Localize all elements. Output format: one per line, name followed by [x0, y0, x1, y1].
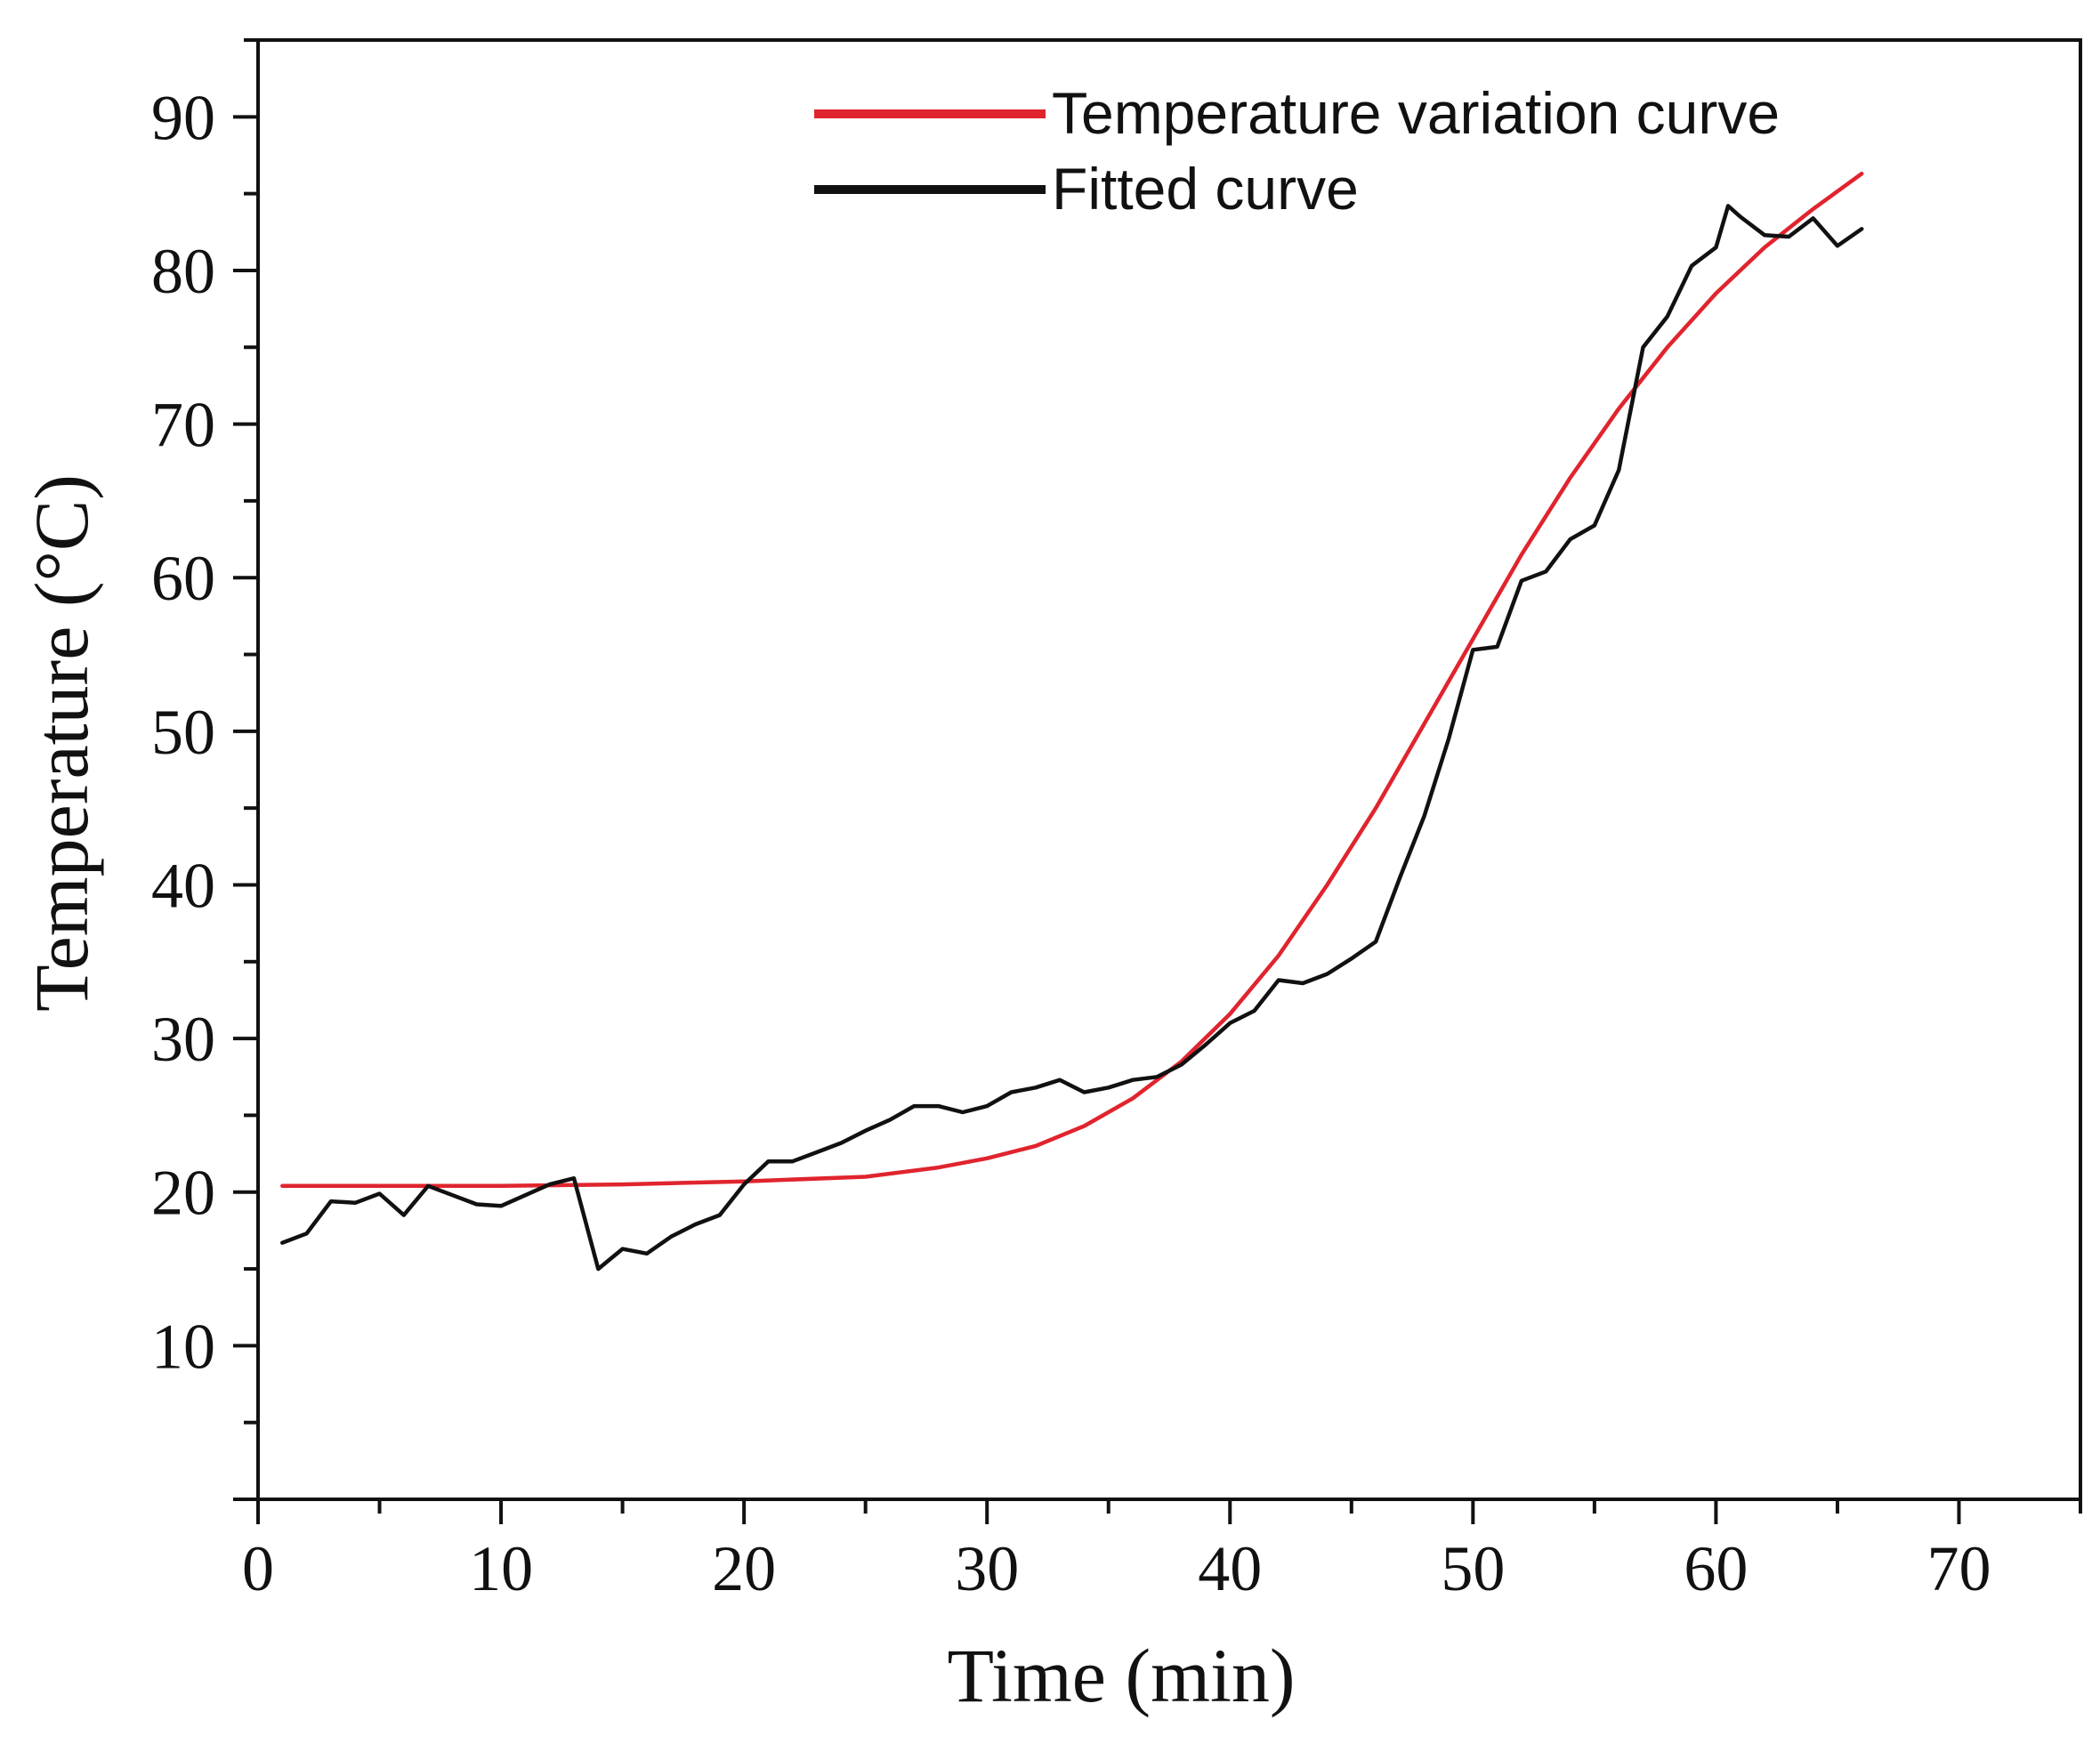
x-tick-labels: 0 10 20 30 40 50 60 70: [242, 1533, 1991, 1604]
y-tick-label: 60: [151, 543, 215, 614]
x-tick-label: 40: [1198, 1533, 1262, 1604]
legend: Temperature variation curve Fitted curve: [814, 80, 1780, 222]
legend-label-fitted: Fitted curve: [1052, 156, 1359, 222]
y-tick-label: 50: [151, 697, 215, 768]
y-tick-labels: 10 20 30 40 50 60 70 80 90: [151, 82, 215, 1382]
x-tick-label: 10: [469, 1533, 533, 1604]
x-tick-label: 20: [712, 1533, 776, 1604]
y-tick-label: 70: [151, 390, 215, 461]
series-line-temperature-variation: [280, 171, 1864, 1189]
x-tick-label: 50: [1441, 1533, 1505, 1604]
x-tick-label: 60: [1684, 1533, 1748, 1604]
y-tick-label: 30: [151, 1004, 215, 1075]
series-lines: [280, 171, 1864, 1272]
y-tick-label: 10: [151, 1311, 215, 1382]
series-line-fitted: [280, 204, 1864, 1272]
x-tick-label: 0: [242, 1533, 274, 1604]
plot-frame: [256, 38, 2082, 1501]
y-axis-title: Temperature (°C): [19, 474, 104, 1012]
y-tick-label: 20: [151, 1158, 215, 1229]
axis-ticks: [233, 38, 2082, 1524]
legend-label-temperature-variation: Temperature variation curve: [1052, 80, 1780, 146]
y-tick-label: 80: [151, 236, 215, 307]
x-tick-label: 30: [955, 1533, 1019, 1604]
y-tick-label: 90: [151, 82, 215, 153]
y-tick-label: 40: [151, 850, 215, 921]
x-axis-title: Time (min): [947, 1633, 1295, 1718]
x-tick-label: 70: [1926, 1533, 1991, 1604]
